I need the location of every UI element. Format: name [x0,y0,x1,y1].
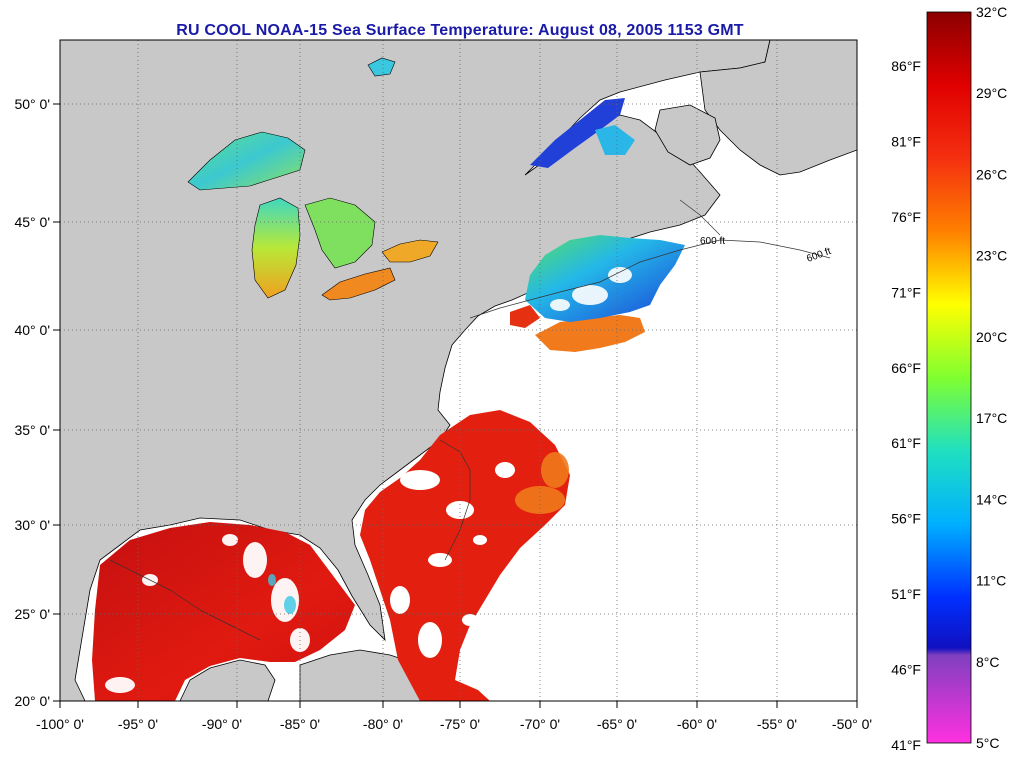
map-border [59,39,858,702]
lat-label: 40° 0' [14,322,50,338]
gulf-of-mexico-sst [92,522,355,701]
lake-erie [321,267,396,301]
labrador-coast [699,39,858,176]
lake-superior [187,131,306,191]
mid-atlantic-shelf-sst [535,315,645,352]
depth-contours [109,199,831,641]
lake-winnipeg-area [367,57,396,77]
atlantic-cloud-patches [390,462,515,658]
lake-michigan [251,197,301,299]
atlantic-orange-edge [515,452,569,514]
st-lawrence-cool [595,125,635,155]
lake-huron [304,197,376,269]
gulf-of-maine-cloud [550,267,632,311]
lat-label: 30° 0' [14,517,50,533]
lon-label: -85° 0' [280,716,320,732]
lat-label: 25° 0' [14,606,50,622]
lon-label: -95° 0' [118,716,158,732]
lake-ontario [381,239,439,263]
mid-atlantic-red-sst [510,305,540,328]
lon-label: -55° 0' [757,716,797,732]
lat-label: 45° 0' [14,214,50,230]
lon-label: -80° 0' [363,716,403,732]
lat-label: 20° 0' [14,693,50,709]
lon-label: -65° 0' [597,716,637,732]
map-gridlines [60,40,857,701]
lon-label: -60° 0' [677,716,717,732]
newfoundland [654,104,721,166]
lon-label: -75° 0' [440,716,480,732]
lon-label: -50° 0' [832,716,872,732]
contour-label-600ft-2: 600 ft [700,236,725,247]
lat-label: 50° 0' [14,96,50,112]
gulf-cool-patches [268,574,296,614]
lon-label: -90° 0' [202,716,242,732]
map-title: RU COOL NOAA-15 Sea Surface Temperature:… [176,22,744,39]
lon-label: -100° 0' [36,716,84,732]
map-tick-marks [53,103,858,708]
lat-label: 35° 0' [14,422,50,438]
lon-label: -70° 0' [520,716,560,732]
st-lawrence-sst [530,98,625,168]
yucatan-land [179,659,276,702]
